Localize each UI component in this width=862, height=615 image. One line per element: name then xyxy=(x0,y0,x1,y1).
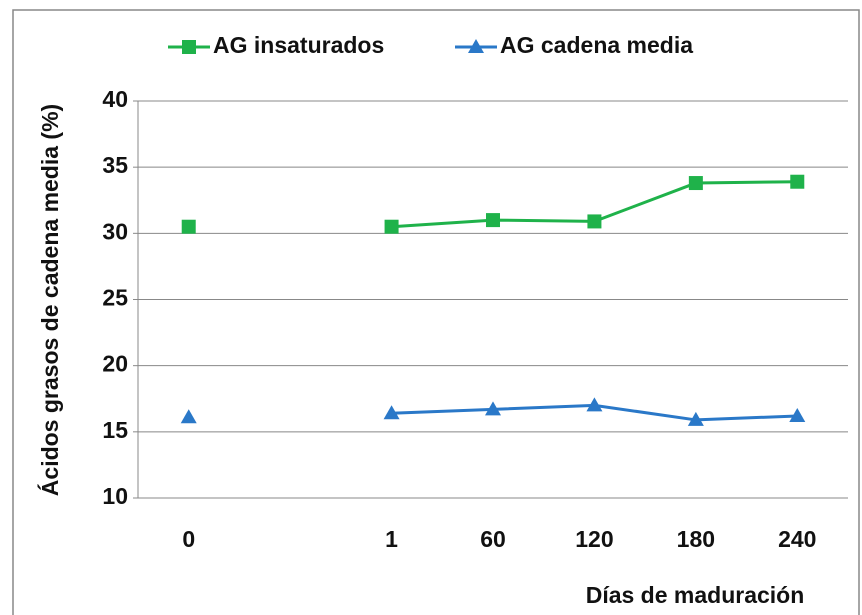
y-tick-label: 35 xyxy=(102,152,128,178)
x-tick-label: 1 xyxy=(385,526,398,552)
data-point xyxy=(587,214,602,229)
chart-frame xyxy=(12,9,860,615)
y-tick-label: 25 xyxy=(102,285,128,311)
data-point xyxy=(486,213,500,228)
y-tick-label: 40 xyxy=(102,86,128,112)
legend-label: AG insaturados xyxy=(213,32,384,58)
x-tick-label: 180 xyxy=(677,526,715,552)
y-tick-label: 20 xyxy=(102,351,128,377)
data-point xyxy=(384,219,399,234)
data-point xyxy=(688,176,703,191)
legend-marker xyxy=(182,40,196,54)
x-tick-label: 240 xyxy=(778,526,816,552)
data-point xyxy=(789,407,806,422)
data-point xyxy=(181,219,196,234)
legend-label: AG cadena media xyxy=(500,32,693,58)
data-point xyxy=(586,397,603,412)
data-point xyxy=(687,411,704,426)
x-tick-label: 0 xyxy=(182,526,195,552)
data-point xyxy=(485,401,501,416)
data-point xyxy=(383,405,400,420)
x-tick-label: 60 xyxy=(480,526,506,552)
y-tick-label: 15 xyxy=(102,417,128,443)
data-point xyxy=(790,174,805,189)
y-axis-label: Ácidos grasos de cadena media (%) xyxy=(36,104,63,496)
y-tick-label: 30 xyxy=(102,218,128,244)
legend-marker xyxy=(468,39,484,53)
x-tick-label: 120 xyxy=(575,526,613,552)
y-tick-label: 10 xyxy=(102,483,128,509)
data-point xyxy=(180,409,197,424)
x-axis-label: Días de maduración xyxy=(586,582,805,608)
